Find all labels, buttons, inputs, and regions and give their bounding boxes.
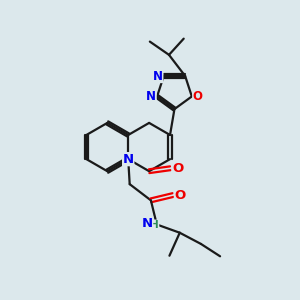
Text: O: O (172, 162, 183, 175)
Text: N: N (142, 217, 153, 230)
Text: O: O (174, 189, 186, 202)
Text: N: N (146, 90, 156, 103)
Text: H: H (150, 220, 159, 230)
Text: O: O (193, 90, 203, 103)
Text: N: N (153, 70, 163, 83)
Text: N: N (123, 153, 134, 166)
